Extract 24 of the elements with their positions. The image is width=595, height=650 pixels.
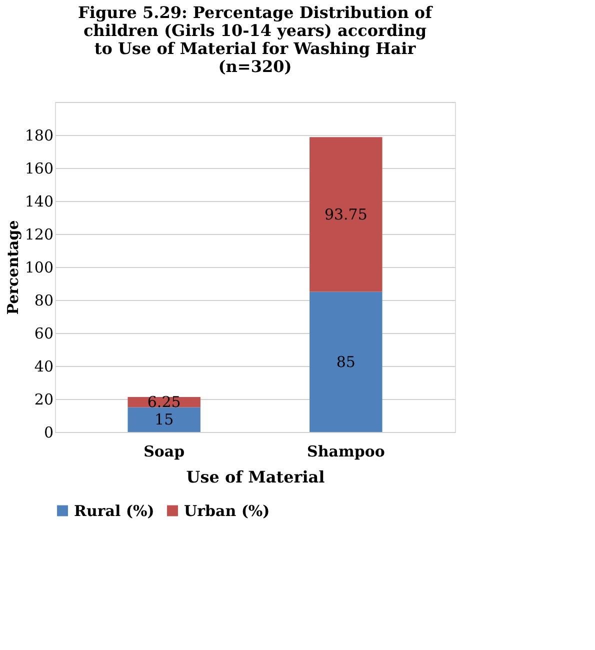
bar <box>128 407 200 432</box>
legend-label: Urban (%) <box>184 502 270 520</box>
data-label: 6.25 <box>147 393 181 412</box>
x-tick-label: Shampoo <box>306 442 385 460</box>
data-label: 85 <box>336 352 356 371</box>
x-axis-title: Use of Material <box>186 468 325 486</box>
y-tick-label: 0 <box>44 424 54 442</box>
y-tick-label: 160 <box>24 160 54 178</box>
y-tick-label: 180 <box>24 126 54 144</box>
legend-label: Rural (%) <box>74 502 154 520</box>
data-label: 15 <box>154 410 174 429</box>
y-tick-label: 20 <box>34 390 54 408</box>
y-tick-label: 60 <box>34 324 54 342</box>
y-tick-label: 140 <box>24 192 54 210</box>
bar <box>310 137 382 292</box>
data-label: 93.75 <box>324 205 368 224</box>
y-tick-label: 40 <box>34 358 54 376</box>
y-axis-title: Percentage <box>4 220 22 315</box>
x-tick-label: Soap <box>144 442 185 460</box>
y-tick-label: 80 <box>34 292 54 310</box>
y-tick-label: 100 <box>24 258 54 276</box>
y-tick-label: 120 <box>24 226 54 244</box>
chart-title: Figure 5.29: Percentage Distribution of children (Girls 10-14 years) according to Use of Material for Washing Hair (n=320) <box>78 3 434 76</box>
bar <box>310 292 382 432</box>
